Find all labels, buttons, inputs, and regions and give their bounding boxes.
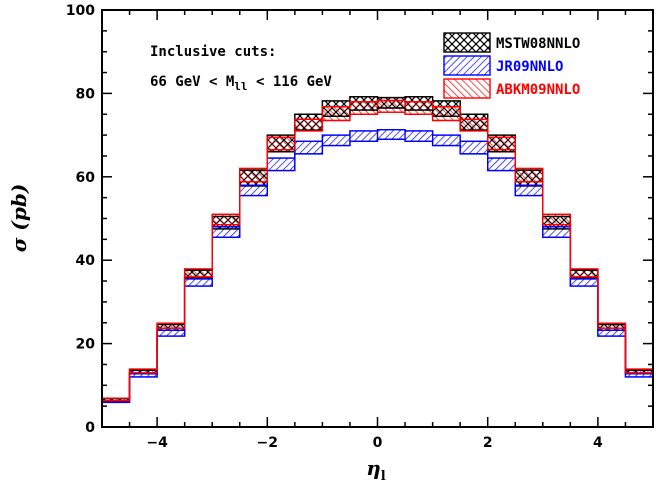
jr09nnlo-band-8 [321, 134, 351, 147]
jr09nnlo-band-13 [459, 140, 489, 155]
y-tick-label: 40 [76, 253, 96, 269]
x-tick-labels: −4 −2 0 2 4 [146, 435, 603, 451]
jr09nnlo-band-15 [514, 184, 544, 197]
jr09nnlo-legend-label: JR09NNLO [496, 59, 563, 75]
abkm09nnlo-band-9 [349, 101, 379, 115]
mstw08nnlo-legend-swatch [443, 32, 491, 53]
annotation-line-2: 66 GeV < Mll < 116 GeV [150, 74, 332, 93]
abkm09nnlo-band-7 [294, 118, 324, 132]
jr09nnlo-band-17 [569, 278, 599, 287]
jr09nnlo-band-6 [266, 157, 296, 172]
y-tick-label: 0 [85, 420, 95, 436]
jr09nnlo-band-3 [184, 278, 213, 287]
jr09nnlo-legend-swatch [443, 55, 491, 76]
jr09nnlo-band-5 [239, 184, 268, 197]
abkm09nnlo-legend-label: ABKM09NNLO [496, 82, 580, 98]
annotation-line-1: Inclusive cuts: [150, 44, 276, 60]
x-tick-label: 2 [483, 435, 493, 451]
uncertainty-bands [101, 96, 654, 403]
abkm09nnlo-band-11 [404, 101, 434, 115]
x-tick-label: −4 [146, 435, 168, 451]
abkm09nnlo-upper-edge [102, 99, 653, 399]
abkm09nnlo-lower-edge [102, 111, 653, 402]
annotation-subscript: ll [234, 80, 247, 93]
abkm09nnlo-band-8 [321, 106, 351, 122]
jr09nnlo-band-9 [349, 130, 379, 142]
jr09nnlo-band-11 [404, 130, 434, 142]
x-axis-subscript: l [381, 469, 386, 484]
x-axis-symbol: η [366, 456, 381, 480]
mstw08nnlo-lower-edge [102, 107, 653, 402]
annotation-suffix: < 116 GeV [248, 74, 333, 90]
jr09nnlo-band-18 [597, 329, 627, 337]
y-axis-title: σ (pb) [7, 184, 31, 253]
abkm09nnlo-band-12 [432, 106, 461, 122]
abkm09nnlo-legend-swatch [443, 78, 491, 99]
legend: MSTW08NNLO JR09NNLO ABKM09NNLO [443, 32, 580, 99]
x-tick-label: 4 [593, 435, 603, 451]
annotation-prefix: 66 GeV < M [150, 74, 234, 90]
y-tick-label: 60 [76, 170, 96, 186]
y-tick-labels: 0 20 40 60 80 100 [66, 3, 95, 436]
step-outlines [102, 96, 653, 404]
x-axis-title: ηl [366, 456, 386, 484]
plot-frame [101, 9, 654, 428]
jr09nnlo-band-7 [294, 140, 324, 155]
jr09nnlo-band-2 [156, 329, 186, 337]
jr09nnlo-band-14 [487, 157, 516, 172]
jr09nnlo-band-10 [376, 129, 406, 140]
mstw08nnlo-legend-label: MSTW08NNLO [496, 36, 580, 52]
abkm09nnlo-band-14 [487, 136, 516, 151]
y-tick-label: 100 [66, 3, 95, 19]
abkm09nnlo-band-6 [266, 136, 296, 151]
jr09nnlo-band-12 [432, 134, 461, 147]
jr09nnlo-lower-edge [102, 138, 653, 404]
y-tick-label: 80 [76, 86, 96, 102]
y-tick-label: 20 [76, 337, 96, 353]
abkm09nnlo-band-10 [376, 99, 406, 113]
x-tick-label: 0 [373, 435, 383, 451]
mstw08nnlo-upper-edge [102, 96, 653, 400]
x-tick-label: −2 [257, 435, 278, 451]
jr09nnlo-upper-edge [102, 128, 653, 402]
annotation-block: Inclusive cuts: 66 GeV < Mll < 116 GeV [150, 44, 332, 93]
abkm09nnlo-band-13 [459, 118, 489, 132]
